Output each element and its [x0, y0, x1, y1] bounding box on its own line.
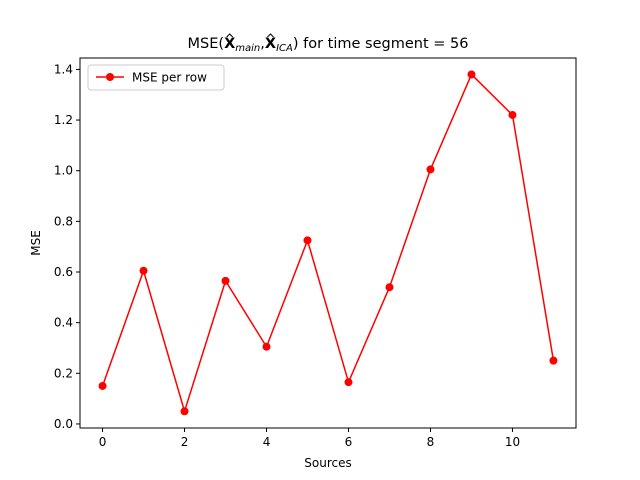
y-tick-label: 0.6 — [54, 265, 73, 279]
data-point — [303, 236, 312, 245]
title-suffix: ) for time segment = 56 — [293, 36, 469, 52]
data-point — [549, 356, 558, 365]
legend-marker-swatch — [106, 73, 114, 81]
y-tick-label: 0.0 — [54, 417, 73, 431]
x-tick-label: 8 — [427, 435, 435, 449]
data-point — [98, 381, 107, 390]
title-hats — [226, 33, 274, 38]
hat-accent — [267, 33, 274, 38]
x-tick-label: 0 — [99, 435, 107, 449]
data-point — [385, 283, 394, 292]
y-tick-label: 1.0 — [54, 164, 73, 178]
title-symbol-1: X — [224, 36, 235, 52]
title-subscript-1: main — [235, 43, 260, 54]
data-point — [508, 110, 517, 119]
x-tick-label: 10 — [505, 435, 520, 449]
x-axis-label: Sources — [304, 456, 351, 470]
data-point — [344, 378, 353, 387]
y-tick-label: 1.2 — [54, 113, 73, 127]
series-layer — [98, 70, 558, 416]
data-point — [180, 407, 189, 416]
data-point — [139, 266, 148, 275]
y-tick-label: 0.4 — [54, 316, 73, 330]
title-separator: , — [260, 36, 265, 52]
title-symbol-2: X — [265, 36, 276, 52]
series-line — [101, 73, 555, 413]
hat-accent — [226, 33, 234, 38]
legend-label: MSE per row — [132, 71, 207, 85]
chart-title: MSE(Xmain,XICA) for time segment = 56 — [188, 36, 469, 54]
data-point — [262, 342, 271, 351]
y-axis-label: MSE — [29, 230, 43, 256]
y-tick-label: 1.4 — [54, 62, 73, 76]
x-tick-label: 6 — [345, 435, 353, 449]
data-point — [221, 276, 230, 285]
data-point — [467, 70, 476, 79]
y-tick-label: 0.8 — [54, 214, 73, 228]
x-tick-label: 2 — [181, 435, 189, 449]
plot-area — [80, 58, 576, 428]
x-tick-label: 4 — [263, 435, 271, 449]
title-prefix: MSE( — [188, 36, 225, 52]
legend: MSE per row — [87, 64, 225, 91]
data-point — [426, 165, 435, 174]
title-subscript-2: ICA — [276, 43, 293, 54]
y-tick-label: 0.2 — [54, 366, 73, 380]
ticks: 0 2 4 6 8 10 0.0 0.2 0.4 0.6 0.8 1.0 1.2 1.4 — [54, 62, 520, 449]
plot-frame — [79, 57, 577, 429]
legend-box — [87, 64, 225, 91]
